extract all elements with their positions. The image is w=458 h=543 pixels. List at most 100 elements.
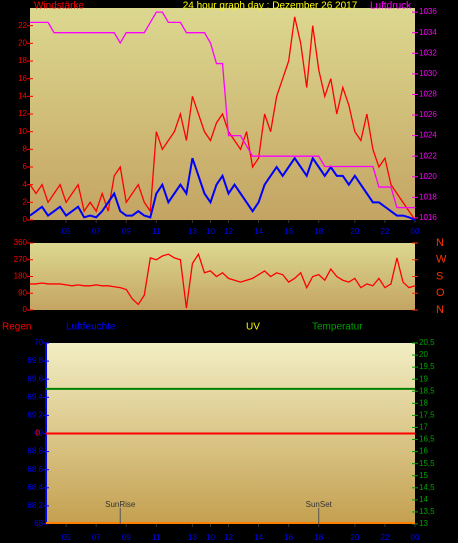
y-tick-label: 69,6 — [27, 374, 43, 383]
y-tick-label: 68,6 — [27, 465, 43, 474]
x-tick-label: 09 — [122, 227, 131, 236]
y2-tick-label: 16,5 — [419, 435, 435, 444]
series-line — [29, 16, 416, 221]
x-tick-label: 00 — [411, 227, 420, 236]
y2-tick-label: 18,5 — [419, 386, 435, 395]
x-tick-label: 05 — [62, 533, 71, 542]
y2-tick-label: 1016 — [419, 213, 437, 222]
series-line — [29, 155, 416, 221]
plot-area — [30, 243, 415, 310]
y2-tick-label: O — [436, 287, 445, 299]
y2-tick-label: 16 — [419, 447, 428, 456]
y2-tick-label: 15,5 — [419, 459, 435, 468]
y2-tick-label: 1030 — [419, 69, 437, 78]
y-tick-label: 270 — [14, 255, 28, 264]
x-tick-label: 18 — [314, 533, 323, 542]
x-tick-label: 10 — [206, 227, 215, 236]
x-tick-label: 22 — [380, 227, 389, 236]
x-tick-label: 22 — [380, 533, 389, 542]
x-tick-label: 12 — [224, 533, 233, 542]
x-tick-label: 20 — [350, 227, 359, 236]
y-tick-label: 180 — [14, 272, 28, 281]
y2-tick-label: 1026 — [419, 110, 437, 119]
legend-entry: Temperatur — [312, 322, 363, 333]
y2-tick-label: 13 — [419, 519, 428, 528]
chart-title: 24 hour graph day : Dezember 26 2017 — [183, 1, 358, 12]
x-tick-label: 09 — [122, 533, 131, 542]
y2-label: Luftdruck — [370, 1, 412, 12]
y-tick-label: 68,2 — [27, 501, 43, 510]
y-label: Windstärke — [34, 1, 84, 12]
x-tick-label: 20 — [350, 533, 359, 542]
y-tick-label: 69,4 — [27, 392, 43, 401]
series-line — [30, 11, 415, 209]
y2-tick-label: 1022 — [419, 151, 437, 160]
y2-tick-label: 19,5 — [419, 362, 435, 371]
y2-tick-label: N — [436, 304, 444, 316]
x-tick-label: 11 — [152, 533, 161, 542]
y2-tick-label: 1020 — [419, 172, 437, 181]
y-tick-label: 12 — [18, 109, 27, 118]
y-tick-label: 2 — [23, 197, 28, 206]
y-tick-label: 16 — [18, 74, 27, 83]
y-tick-label: 69 — [34, 429, 43, 438]
y2-tick-label: 17,5 — [419, 411, 435, 420]
y2-tick-label: W — [436, 254, 447, 266]
y-tick-label: 10 — [18, 127, 27, 136]
y2-tick-label: N — [436, 237, 444, 249]
x-tick-label: 13 — [188, 533, 197, 542]
y2-tick-label: 1034 — [419, 28, 437, 37]
annotation: SunRise — [105, 500, 136, 509]
y2-tick-label: 1018 — [419, 192, 437, 201]
y-tick-label: 0 — [23, 215, 28, 224]
annotation: SunSet — [306, 500, 333, 509]
legend-entry: Luftfeuchte — [66, 322, 116, 333]
y-tick-label: 68 — [34, 519, 43, 528]
y-tick-label: 20 — [18, 38, 27, 47]
y-tick-label: 70 — [34, 338, 43, 347]
y2-tick-label: 18 — [419, 398, 428, 407]
y-tick-label: 14 — [18, 91, 27, 100]
x-tick-label: 05 — [62, 227, 71, 236]
y-tick-label: 4 — [23, 180, 28, 189]
value-label: 0 — [36, 429, 41, 438]
y2-tick-label: 19 — [419, 374, 428, 383]
y2-tick-label: 1028 — [419, 90, 437, 99]
x-tick-label: 14 — [254, 533, 263, 542]
y-tick-label: 0 — [23, 305, 28, 314]
series-line — [30, 252, 416, 309]
x-tick-label: 18 — [314, 227, 323, 236]
x-tick-label: 14 — [254, 227, 263, 236]
x-tick-label: 16 — [284, 227, 293, 236]
y2-tick-label: 14,5 — [419, 483, 435, 492]
legend-entry: UV — [246, 322, 260, 333]
y2-tick-label: 1024 — [419, 131, 437, 140]
y2-tick-label: 1032 — [419, 48, 437, 57]
y-tick-label: 68,8 — [27, 447, 43, 456]
x-tick-label: 07 — [92, 227, 101, 236]
y2-tick-label: 15 — [419, 471, 428, 480]
x-tick-label: 07 — [92, 533, 101, 542]
y-tick-label: 90 — [18, 288, 27, 297]
y2-tick-label: S — [436, 270, 443, 282]
y-tick-label: 6 — [23, 162, 28, 171]
x-tick-label: 10 — [206, 533, 215, 542]
x-tick-label: 16 — [284, 533, 293, 542]
y-tick-label: 18 — [18, 56, 27, 65]
y2-tick-label: 13,5 — [419, 507, 435, 516]
y-tick-label: 360 — [14, 238, 28, 247]
y2-tick-label: 17 — [419, 423, 428, 432]
x-tick-label: 11 — [152, 227, 161, 236]
y2-tick-label: 14 — [419, 495, 428, 504]
x-tick-label: 13 — [188, 227, 197, 236]
y-tick-label: 22 — [18, 21, 27, 30]
y-tick-label: 8 — [23, 144, 28, 153]
legend-entry: Regen — [2, 322, 31, 333]
y-tick-label: 69,8 — [27, 356, 43, 365]
y-tick-label: 69,2 — [27, 411, 43, 420]
x-tick-label: 12 — [224, 227, 233, 236]
y2-tick-label: 1036 — [419, 7, 437, 16]
y2-tick-label: 20,5 — [419, 338, 435, 347]
x-tick-label: 00 — [411, 533, 420, 542]
